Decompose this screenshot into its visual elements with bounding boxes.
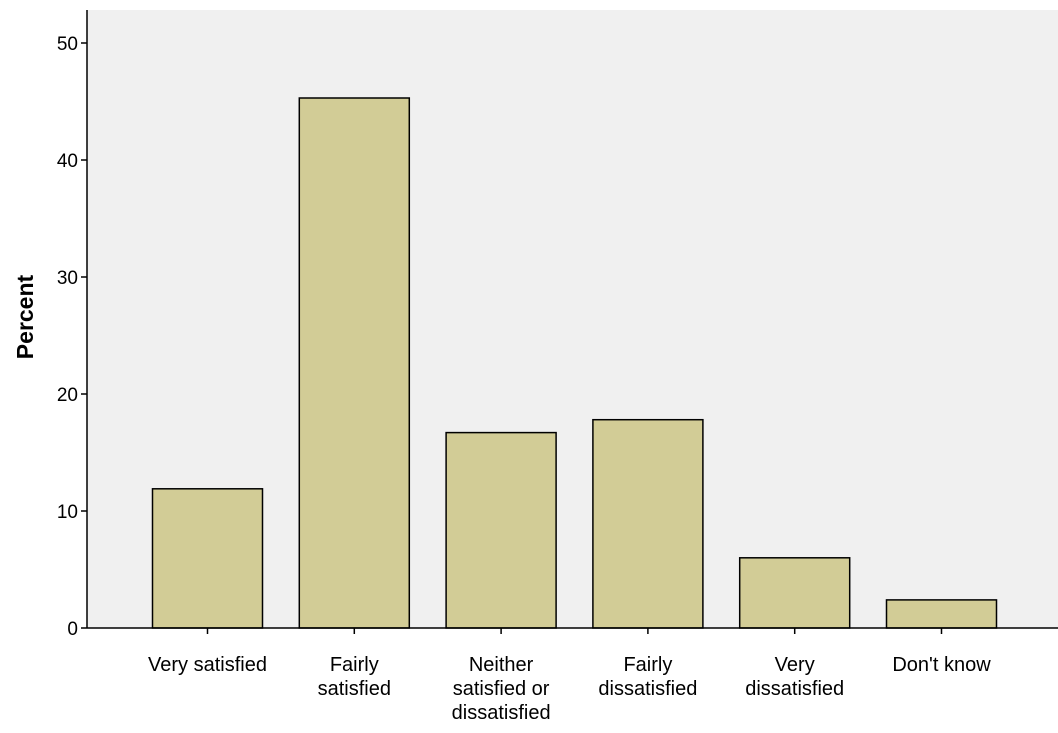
x-tick-label: Don't know bbox=[892, 654, 991, 676]
y-tick-label: 50 bbox=[57, 34, 78, 55]
bar bbox=[445, 431, 557, 629]
x-axis: Very satisfied Fairly satisfied Neither sati… bbox=[87, 627, 1058, 724]
x-tick-label: Very satisfied bbox=[148, 654, 267, 676]
x-tick-label: Fairly satisfied bbox=[318, 654, 391, 700]
y-tick-label: 0 bbox=[67, 619, 78, 640]
y-axis: 0 10 20 30 40 50 bbox=[57, 10, 88, 640]
y-tick-label: 40 bbox=[57, 151, 78, 172]
bar bbox=[592, 418, 704, 629]
y-tick-label: 20 bbox=[57, 385, 78, 406]
y-tick-label: 30 bbox=[57, 268, 78, 289]
x-tick-label: Neither satisfied or dissatisfied bbox=[452, 654, 551, 724]
y-axis-title: Percent bbox=[12, 274, 38, 359]
bar-group bbox=[151, 97, 998, 629]
x-tick-label: Fairly dissatisfied bbox=[598, 654, 697, 700]
bar bbox=[885, 599, 998, 629]
bar bbox=[738, 557, 851, 629]
bar bbox=[298, 97, 411, 629]
y-tick-label: 10 bbox=[57, 502, 78, 523]
x-tick-label: Very dissatisfied bbox=[745, 654, 844, 700]
bar bbox=[151, 488, 264, 629]
